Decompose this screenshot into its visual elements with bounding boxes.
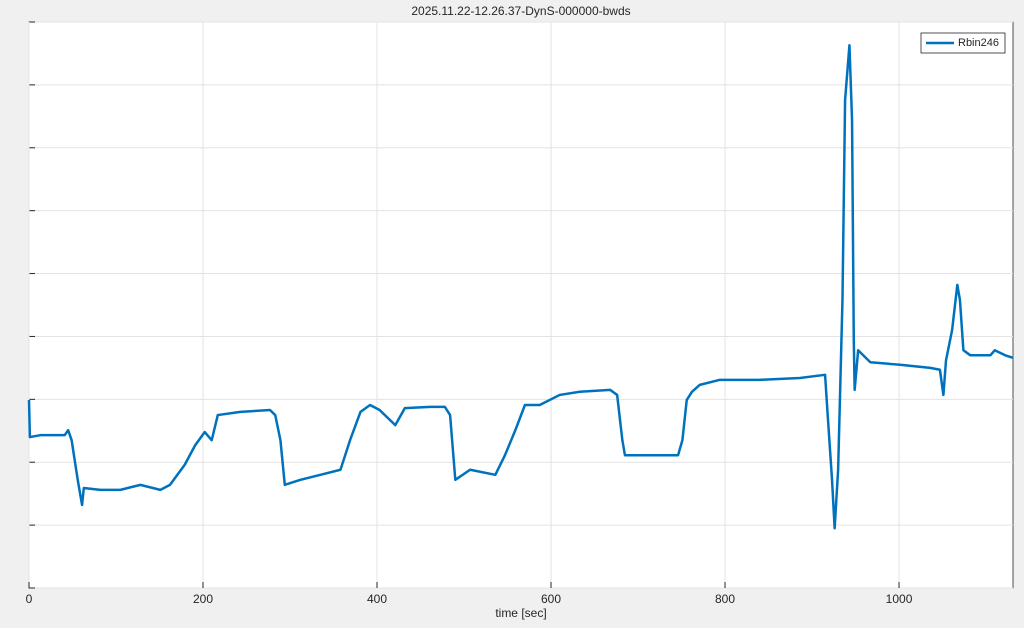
- x-tick-label: 600: [541, 592, 561, 606]
- x-tick-label: 400: [367, 592, 387, 606]
- legend-box: [920, 32, 1006, 54]
- legend-label: Rbin246: [958, 37, 999, 49]
- x-tick-label: 1000: [886, 592, 913, 606]
- x-axis-label: time [sec]: [495, 606, 546, 620]
- x-tick-label: 0: [26, 592, 33, 606]
- plot-area: [28, 21, 1014, 589]
- data-line: [27, 44, 1014, 530]
- x-tick-label: 200: [193, 592, 213, 606]
- x-tick-label: 800: [715, 592, 735, 606]
- chart-title: 2025.11.22-12.26.37-DynS-000000-bwds: [411, 4, 630, 18]
